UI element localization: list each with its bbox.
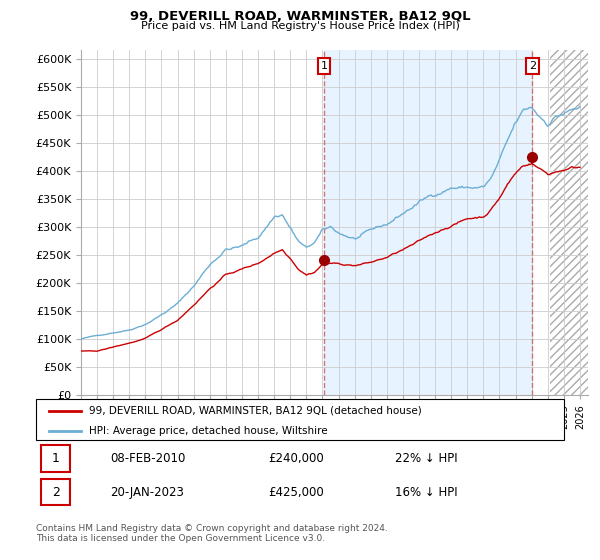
Text: £240,000: £240,000 xyxy=(268,452,324,465)
Bar xyxy=(550,50,588,395)
Bar xyxy=(324,50,532,395)
Text: 22% ↓ HPI: 22% ↓ HPI xyxy=(395,452,458,465)
Text: 1: 1 xyxy=(52,452,60,465)
Text: 16% ↓ HPI: 16% ↓ HPI xyxy=(395,486,458,498)
Text: Contains HM Land Registry data © Crown copyright and database right 2024.
This d: Contains HM Land Registry data © Crown c… xyxy=(36,524,388,543)
Text: HPI: Average price, detached house, Wiltshire: HPI: Average price, detached house, Wilt… xyxy=(89,426,328,436)
Text: 20-JAN-2023: 20-JAN-2023 xyxy=(110,486,184,498)
Text: 99, DEVERILL ROAD, WARMINSTER, BA12 9QL (detached house): 99, DEVERILL ROAD, WARMINSTER, BA12 9QL … xyxy=(89,405,422,416)
Text: 1: 1 xyxy=(320,60,328,71)
Bar xyxy=(41,479,70,505)
Text: £425,000: £425,000 xyxy=(268,486,324,498)
Text: 08-FEB-2010: 08-FEB-2010 xyxy=(110,452,185,465)
Text: 99, DEVERILL ROAD, WARMINSTER, BA12 9QL: 99, DEVERILL ROAD, WARMINSTER, BA12 9QL xyxy=(130,10,470,23)
Text: Price paid vs. HM Land Registry's House Price Index (HPI): Price paid vs. HM Land Registry's House … xyxy=(140,21,460,31)
Bar xyxy=(41,445,70,472)
Text: 2: 2 xyxy=(529,60,536,71)
Text: 2: 2 xyxy=(52,486,60,498)
